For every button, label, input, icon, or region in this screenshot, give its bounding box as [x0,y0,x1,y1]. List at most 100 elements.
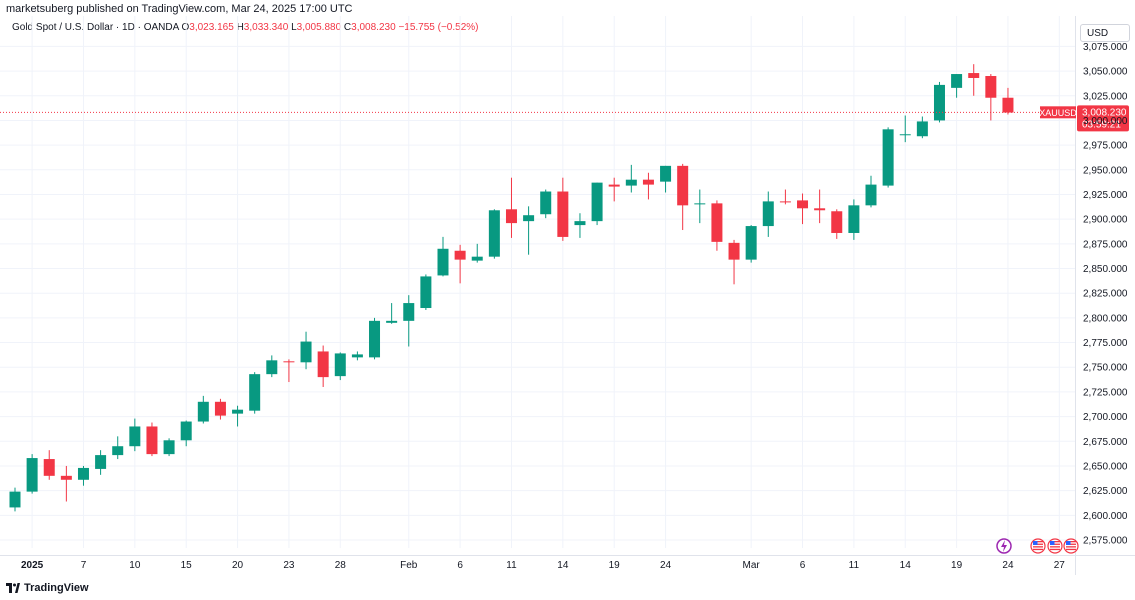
candle-body-up [591,182,603,222]
candle-body-down [608,184,620,187]
y-tick-label: 2,750.000 [1083,363,1128,374]
y-tick-label: 2,725.000 [1083,387,1128,398]
x-tick-label: 11 [506,560,517,571]
candle-body-up [899,134,911,136]
currency-selector[interactable]: USD [1080,24,1130,42]
x-tick-label: 19 [951,560,963,571]
candle-body-up [951,74,963,88]
candle-body-up [334,353,346,377]
flag-stripe [1066,548,1076,551]
candle-body-up [26,458,38,492]
candle-body-down [677,165,689,206]
candle-body-up [574,221,586,226]
y-tick-label: 2,800.000 [1083,313,1128,324]
flag-canton [1050,541,1055,545]
flag-stripe [1050,546,1060,548]
x-tick-label: 23 [283,560,295,571]
candle-body-up [540,191,552,215]
x-tick-label: 20 [232,560,244,571]
us-flag-event-icon [1047,538,1063,554]
candle-body-down [557,191,569,237]
candle-body-down [968,73,980,78]
candle-body-up [95,455,107,469]
candle-body-up [266,360,278,375]
y-tick-label: 2,600.000 [1083,511,1128,522]
y-tick-label: 3,000.000 [1083,116,1128,127]
candle-body-up [369,320,381,358]
candle-body-up [916,121,928,137]
lightning-event-icon [996,538,1012,554]
publisher-line: marketsuberg published on TradingView.co… [6,3,353,15]
flag-stripe [1066,546,1076,548]
open-label: O [181,22,190,33]
candle-body-up [300,341,312,363]
candle-body-up [9,491,21,508]
flag-stripe [1050,541,1060,543]
candle-body-up [386,320,398,323]
candle-body-down [814,208,826,211]
y-tick-label: 2,850.000 [1083,264,1128,275]
candle-body-up [437,248,449,276]
y-tick-label: 2,950.000 [1083,165,1128,176]
candle-body-up [471,256,483,261]
candle-body-up [232,409,244,414]
candle-body-up [933,84,945,121]
y-tick-label: 2,900.000 [1083,215,1128,226]
close-label: C [343,22,352,33]
candle-body-up [129,426,141,447]
candle-body-up [180,421,192,441]
candle-body-up [762,201,774,227]
event-markers [996,538,1079,554]
us-flag-event-icon [1030,538,1046,554]
x-tick-label: 6 [800,560,806,571]
candle-body-up [351,354,363,358]
high-value: 3,033.340 [243,22,289,33]
y-tick-label: 2,775.000 [1083,338,1128,349]
candle-body-down [711,203,723,242]
candle-body-up [403,303,415,321]
open-value: 3,023.165 [189,22,234,33]
candle-body-up [197,401,209,422]
x-tick-label: Feb [400,560,418,571]
flag-stripe [1066,543,1076,545]
y-tick-label: 3,075.000 [1083,42,1128,53]
candle-body-up [660,165,672,182]
candle-body-down [454,250,466,260]
close-value: 3,008.230 [351,22,396,33]
lightning-bolt [1001,540,1007,552]
footer-brand-label: TradingView [24,582,89,594]
candle-body-down [779,201,791,203]
candle-body-up [745,226,757,260]
y-tick-label: 2,925.000 [1083,190,1128,201]
candle-body-down [214,401,226,416]
candle-body-up [420,276,432,309]
grid-lines [0,16,1135,575]
flag-stripe [1066,541,1076,543]
y-tick-label: 2,650.000 [1083,461,1128,472]
candle-body-down [1002,97,1014,113]
y-tick-label: 2,625.000 [1083,486,1128,497]
low-value: 3,005.880 [296,22,342,33]
x-tick-label: 10 [129,560,141,571]
x-tick-label: 2025 [21,560,44,571]
candle-body-up [848,205,860,233]
candle-body-up [488,210,500,257]
footer-brand[interactable]: TradingView [6,580,89,596]
change-value: −15.755 (−0.52%) [398,22,479,33]
last-price-tag: 3,008.230 [1082,107,1127,118]
candle-body-down [60,475,72,480]
x-tick-label: 6 [457,560,463,571]
y-tick-label: 2,875.000 [1083,239,1128,250]
x-tick-label: 15 [181,560,193,571]
flag-stripe [1050,548,1060,551]
candle-body-up [163,440,175,455]
y-tick-label: 3,025.000 [1083,91,1128,102]
candle-body-up [249,374,261,411]
y-tick-label: 3,050.000 [1083,67,1128,78]
price-axis: 2,575.000 2,600.000 2,625.000 2,650.000 2,67… [1083,42,1128,547]
symbol-description: Gold Spot / U.S. Dollar · 1D · OANDA [12,22,179,33]
y-tick-label: 2,825.000 [1083,289,1128,300]
x-tick-label: 14 [557,560,569,571]
